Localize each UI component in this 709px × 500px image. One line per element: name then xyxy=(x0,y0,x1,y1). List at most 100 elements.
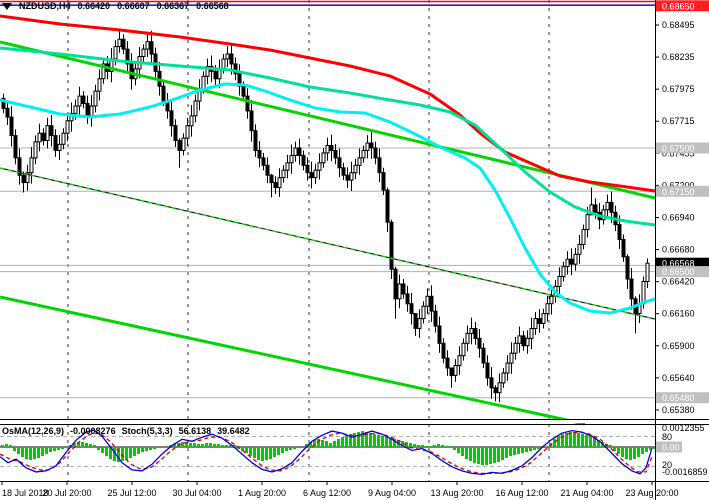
candle[interactable] xyxy=(81,91,86,109)
trendline[interactable] xyxy=(0,40,656,200)
candle[interactable] xyxy=(353,158,358,180)
candle[interactable] xyxy=(461,338,466,361)
candle[interactable] xyxy=(421,301,426,324)
candle[interactable] xyxy=(277,168,282,197)
candle[interactable] xyxy=(605,194,610,218)
window-splitter[interactable] xyxy=(0,420,709,423)
candle[interactable] xyxy=(57,134,62,160)
candle[interactable] xyxy=(385,187,390,233)
candle[interactable] xyxy=(381,167,386,195)
candle[interactable] xyxy=(93,84,98,113)
candle[interactable] xyxy=(537,309,542,333)
candle[interactable] xyxy=(401,279,406,299)
candle[interactable] xyxy=(549,285,554,315)
candle[interactable] xyxy=(629,268,634,310)
candle[interactable] xyxy=(13,129,18,165)
candle[interactable] xyxy=(509,342,514,374)
candle[interactable] xyxy=(33,135,38,165)
candle[interactable] xyxy=(637,294,642,323)
candle[interactable] xyxy=(557,267,562,296)
candle[interactable] xyxy=(121,34,126,54)
candle[interactable] xyxy=(473,322,478,345)
candle[interactable] xyxy=(65,112,70,142)
candle[interactable] xyxy=(377,148,382,183)
candle[interactable] xyxy=(301,150,306,171)
candle[interactable] xyxy=(429,285,434,322)
candle[interactable] xyxy=(373,141,378,165)
candle[interactable] xyxy=(173,119,178,147)
candle[interactable] xyxy=(89,95,94,127)
candle[interactable] xyxy=(141,44,146,62)
candle[interactable] xyxy=(469,317,474,345)
candle[interactable] xyxy=(645,258,650,288)
candle[interactable] xyxy=(257,141,262,168)
candle[interactable] xyxy=(61,128,66,150)
candle[interactable] xyxy=(273,176,278,194)
candle[interactable] xyxy=(177,138,182,168)
candle[interactable] xyxy=(285,154,290,179)
candle[interactable] xyxy=(349,161,354,191)
candle[interactable] xyxy=(481,343,486,368)
candle[interactable] xyxy=(37,123,42,152)
candle[interactable] xyxy=(29,147,34,184)
candle[interactable] xyxy=(233,57,238,81)
candle[interactable] xyxy=(281,165,286,183)
candle[interactable] xyxy=(69,102,74,132)
candle[interactable] xyxy=(317,153,322,180)
candle[interactable] xyxy=(125,41,130,72)
candle[interactable] xyxy=(365,135,370,159)
candle[interactable] xyxy=(369,132,374,159)
candle[interactable] xyxy=(417,309,422,338)
candle[interactable] xyxy=(205,58,210,85)
candle[interactable] xyxy=(525,330,530,354)
candle[interactable] xyxy=(433,304,438,333)
candle[interactable] xyxy=(437,316,442,353)
candle[interactable] xyxy=(561,261,566,282)
candle[interactable] xyxy=(565,251,570,275)
candle[interactable] xyxy=(269,173,274,198)
candle[interactable] xyxy=(189,105,194,137)
candle[interactable] xyxy=(289,144,294,174)
candle[interactable] xyxy=(169,100,174,137)
candle[interactable] xyxy=(485,355,490,386)
candle[interactable] xyxy=(249,100,254,142)
candle[interactable] xyxy=(185,117,190,146)
candle[interactable] xyxy=(77,86,82,116)
candle[interactable] xyxy=(329,134,334,162)
candle[interactable] xyxy=(493,385,498,402)
candle[interactable] xyxy=(589,187,594,216)
candle[interactable] xyxy=(333,144,338,165)
candle[interactable] xyxy=(9,106,14,147)
candle[interactable] xyxy=(25,164,30,191)
candle[interactable] xyxy=(245,88,250,119)
candle[interactable] xyxy=(293,141,298,162)
candle[interactable] xyxy=(101,59,106,84)
candle[interactable] xyxy=(505,355,510,381)
candle[interactable] xyxy=(53,129,58,157)
candle[interactable] xyxy=(41,128,46,146)
candle[interactable] xyxy=(409,292,414,325)
candle[interactable] xyxy=(601,204,606,225)
candle[interactable] xyxy=(297,138,302,165)
candle[interactable] xyxy=(21,171,26,193)
candle[interactable] xyxy=(337,148,342,178)
trendline[interactable] xyxy=(0,295,586,426)
candle[interactable] xyxy=(253,124,258,157)
candle[interactable] xyxy=(573,247,578,271)
candle[interactable] xyxy=(165,93,170,119)
candle[interactable] xyxy=(569,248,574,276)
candle[interactable] xyxy=(441,338,446,364)
candle[interactable] xyxy=(501,368,506,388)
candle[interactable] xyxy=(361,145,366,163)
candle[interactable] xyxy=(305,157,310,181)
candle[interactable] xyxy=(129,53,134,90)
candle[interactable] xyxy=(513,336,518,360)
candle[interactable] xyxy=(193,94,198,123)
candle[interactable] xyxy=(533,312,538,335)
candle[interactable] xyxy=(477,329,482,358)
candle[interactable] xyxy=(581,224,586,250)
candle[interactable] xyxy=(313,163,318,185)
candle[interactable] xyxy=(85,95,90,124)
candle[interactable] xyxy=(529,317,534,350)
